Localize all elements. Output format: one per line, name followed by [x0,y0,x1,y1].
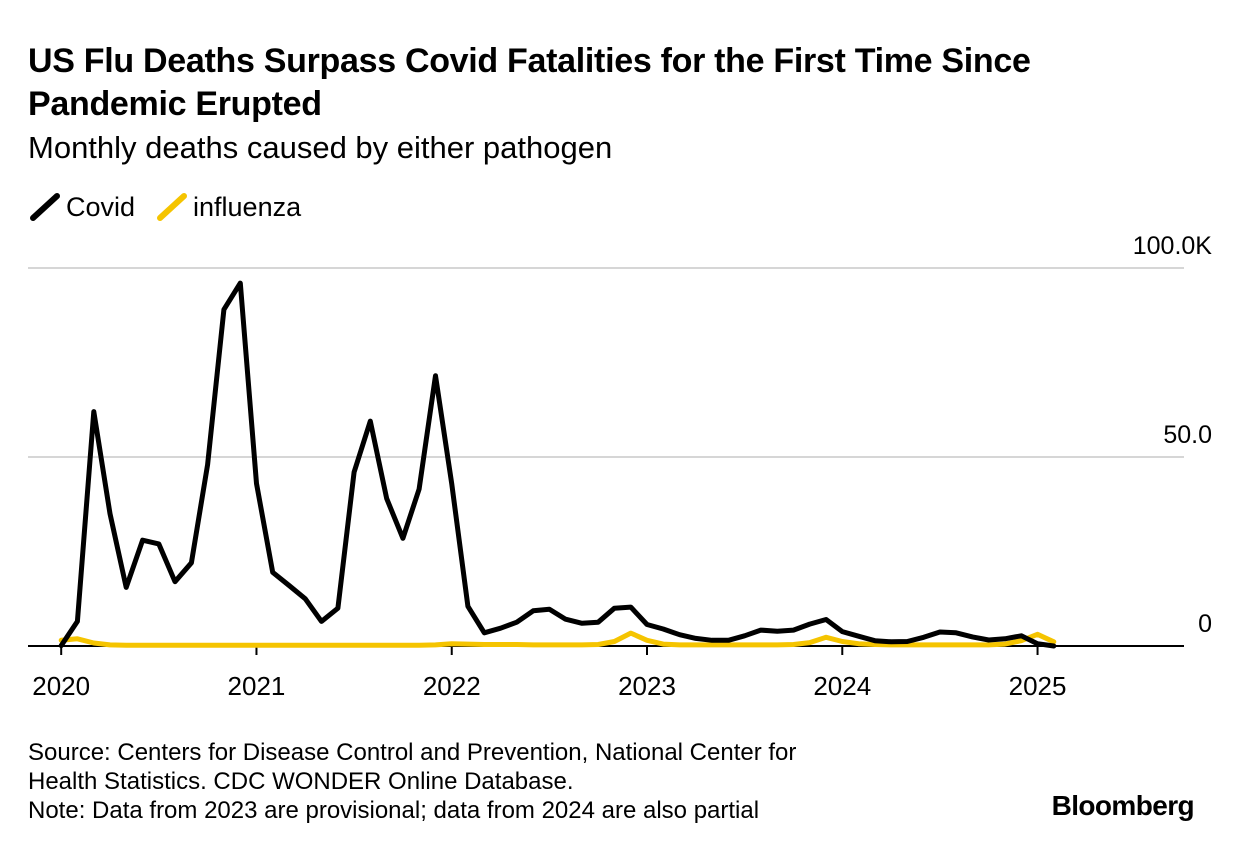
note-line: Note: Data from 2023 are provisional; da… [28,797,760,824]
gridlines [28,267,1184,458]
source-line-1: Source: Centers for Disease Control and … [28,739,797,766]
covid-swatch-icon [30,193,60,221]
x-tick-label: 2022 [423,671,481,701]
chart-title: US Flu Deaths Surpass Covid Fatalities f… [28,42,1031,123]
y-axis-tick-labels: 100.0K 50.0 0 [1133,232,1213,638]
y-tick-label: 50.0 [1163,421,1212,449]
series-line-covid [58,280,1057,649]
footer-notes: Source: Centers for Disease Control and … [28,738,796,825]
legend-label-covid: Covid [66,191,136,222]
bloomberg-logo: Bloomberg [1051,790,1195,821]
x-tick-label: 2023 [618,671,676,701]
x-tick-label: 2020 [32,671,90,701]
legend: Covid influenza [28,190,321,224]
source-line-2: Health Statistics. CDC WONDER Online Dat… [28,768,574,795]
influenza-swatch-icon [157,193,188,221]
x-axis: 2020 2021 2022 2023 2024 2025 [28,645,1184,701]
series-lines [58,280,1057,649]
legend-item-influenza: influenza [155,192,301,223]
x-tick-label: 2021 [228,671,286,701]
series-line-influenza [58,630,1057,648]
legend-label-influenza: influenza [193,191,302,222]
x-tick-label: 2025 [1009,671,1067,701]
y-tick-label: 100.0K [1133,232,1213,260]
x-tick-label: 2024 [813,671,871,701]
chart-subtitle: Monthly deaths caused by either pathogen [28,130,613,165]
y-tick-label: 0 [1198,610,1212,638]
legend-item-covid: Covid [28,192,135,223]
